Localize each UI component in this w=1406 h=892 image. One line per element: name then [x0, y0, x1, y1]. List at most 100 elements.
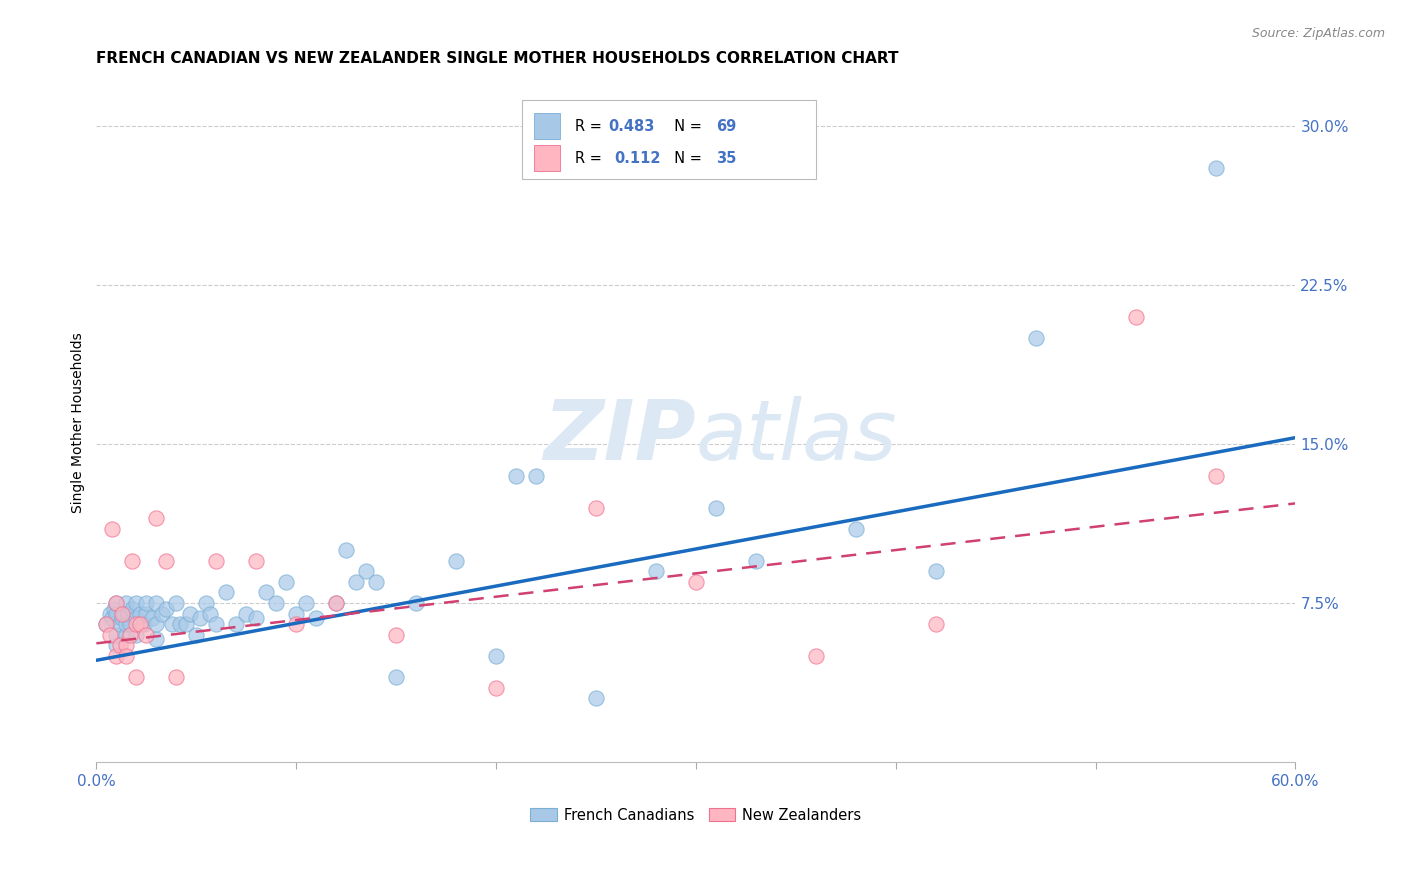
- Point: [366, 574, 388, 589]
- Point: [745, 554, 768, 568]
- Point: [254, 585, 277, 599]
- Point: [150, 607, 173, 621]
- Point: [155, 602, 177, 616]
- Point: [1205, 161, 1227, 176]
- Point: [105, 607, 128, 621]
- Point: [285, 617, 308, 632]
- Point: [354, 564, 377, 578]
- Point: [121, 554, 143, 568]
- Point: [101, 611, 124, 625]
- Point: [103, 602, 125, 616]
- Point: [169, 617, 191, 632]
- Point: [188, 611, 211, 625]
- Point: [485, 648, 508, 663]
- Point: [704, 500, 727, 515]
- Text: FRENCH CANADIAN VS NEW ZEALANDER SINGLE MOTHER HOUSEHOLDS CORRELATION CHART: FRENCH CANADIAN VS NEW ZEALANDER SINGLE …: [97, 51, 898, 66]
- FancyBboxPatch shape: [534, 113, 561, 139]
- Point: [145, 596, 167, 610]
- Point: [305, 611, 328, 625]
- Point: [110, 617, 132, 632]
- Point: [685, 574, 707, 589]
- Point: [105, 596, 128, 610]
- Point: [264, 596, 287, 610]
- Point: [105, 628, 128, 642]
- Point: [129, 617, 152, 632]
- Point: [105, 596, 128, 610]
- Point: [115, 628, 138, 642]
- Text: ZIP: ZIP: [543, 396, 696, 477]
- Point: [925, 564, 948, 578]
- Text: 0.112: 0.112: [614, 151, 661, 166]
- Point: [845, 522, 868, 536]
- Point: [385, 628, 408, 642]
- Point: [96, 617, 118, 632]
- Point: [285, 607, 308, 621]
- Point: [1125, 310, 1147, 324]
- Point: [325, 596, 347, 610]
- Point: [405, 596, 427, 610]
- Point: [115, 617, 138, 632]
- Point: [200, 607, 222, 621]
- Point: [96, 617, 118, 632]
- Text: 35: 35: [716, 151, 737, 166]
- Point: [115, 596, 138, 610]
- Point: [135, 607, 157, 621]
- Text: R =: R =: [575, 119, 606, 134]
- Point: [145, 511, 167, 525]
- Point: [98, 628, 121, 642]
- Point: [344, 574, 367, 589]
- Point: [155, 554, 177, 568]
- Text: Source: ZipAtlas.com: Source: ZipAtlas.com: [1251, 27, 1385, 40]
- Point: [174, 617, 197, 632]
- Point: [444, 554, 467, 568]
- Point: [125, 596, 148, 610]
- Point: [162, 617, 184, 632]
- Text: N =: N =: [665, 151, 706, 166]
- Legend: French Canadians, New Zealanders: French Canadians, New Zealanders: [530, 807, 862, 822]
- Point: [186, 628, 208, 642]
- Point: [505, 468, 527, 483]
- Point: [141, 611, 163, 625]
- Text: R =: R =: [575, 151, 612, 166]
- Point: [585, 500, 607, 515]
- Point: [276, 574, 298, 589]
- Point: [245, 611, 267, 625]
- Point: [804, 648, 827, 663]
- Point: [179, 607, 201, 621]
- Text: N =: N =: [665, 119, 706, 134]
- Point: [125, 611, 148, 625]
- Point: [134, 617, 156, 632]
- Point: [205, 617, 228, 632]
- Point: [645, 564, 668, 578]
- Point: [925, 617, 948, 632]
- Y-axis label: Single Mother Households: Single Mother Households: [72, 333, 86, 513]
- Point: [135, 596, 157, 610]
- Point: [121, 602, 143, 616]
- Point: [125, 617, 148, 632]
- Point: [105, 639, 128, 653]
- Point: [111, 611, 134, 625]
- Point: [105, 648, 128, 663]
- Point: [111, 607, 134, 621]
- Point: [120, 628, 142, 642]
- Point: [145, 632, 167, 646]
- Point: [129, 607, 152, 621]
- Point: [235, 607, 257, 621]
- Point: [135, 628, 157, 642]
- Text: 0.483: 0.483: [609, 119, 655, 134]
- Point: [524, 468, 547, 483]
- Point: [205, 554, 228, 568]
- Point: [120, 617, 142, 632]
- Point: [98, 607, 121, 621]
- Point: [245, 554, 267, 568]
- FancyBboxPatch shape: [522, 101, 815, 178]
- FancyBboxPatch shape: [534, 145, 561, 171]
- Point: [125, 628, 148, 642]
- Point: [117, 607, 139, 621]
- Point: [112, 607, 135, 621]
- Point: [485, 681, 508, 695]
- Point: [110, 639, 132, 653]
- Point: [385, 670, 408, 684]
- Point: [1205, 468, 1227, 483]
- Point: [215, 585, 238, 599]
